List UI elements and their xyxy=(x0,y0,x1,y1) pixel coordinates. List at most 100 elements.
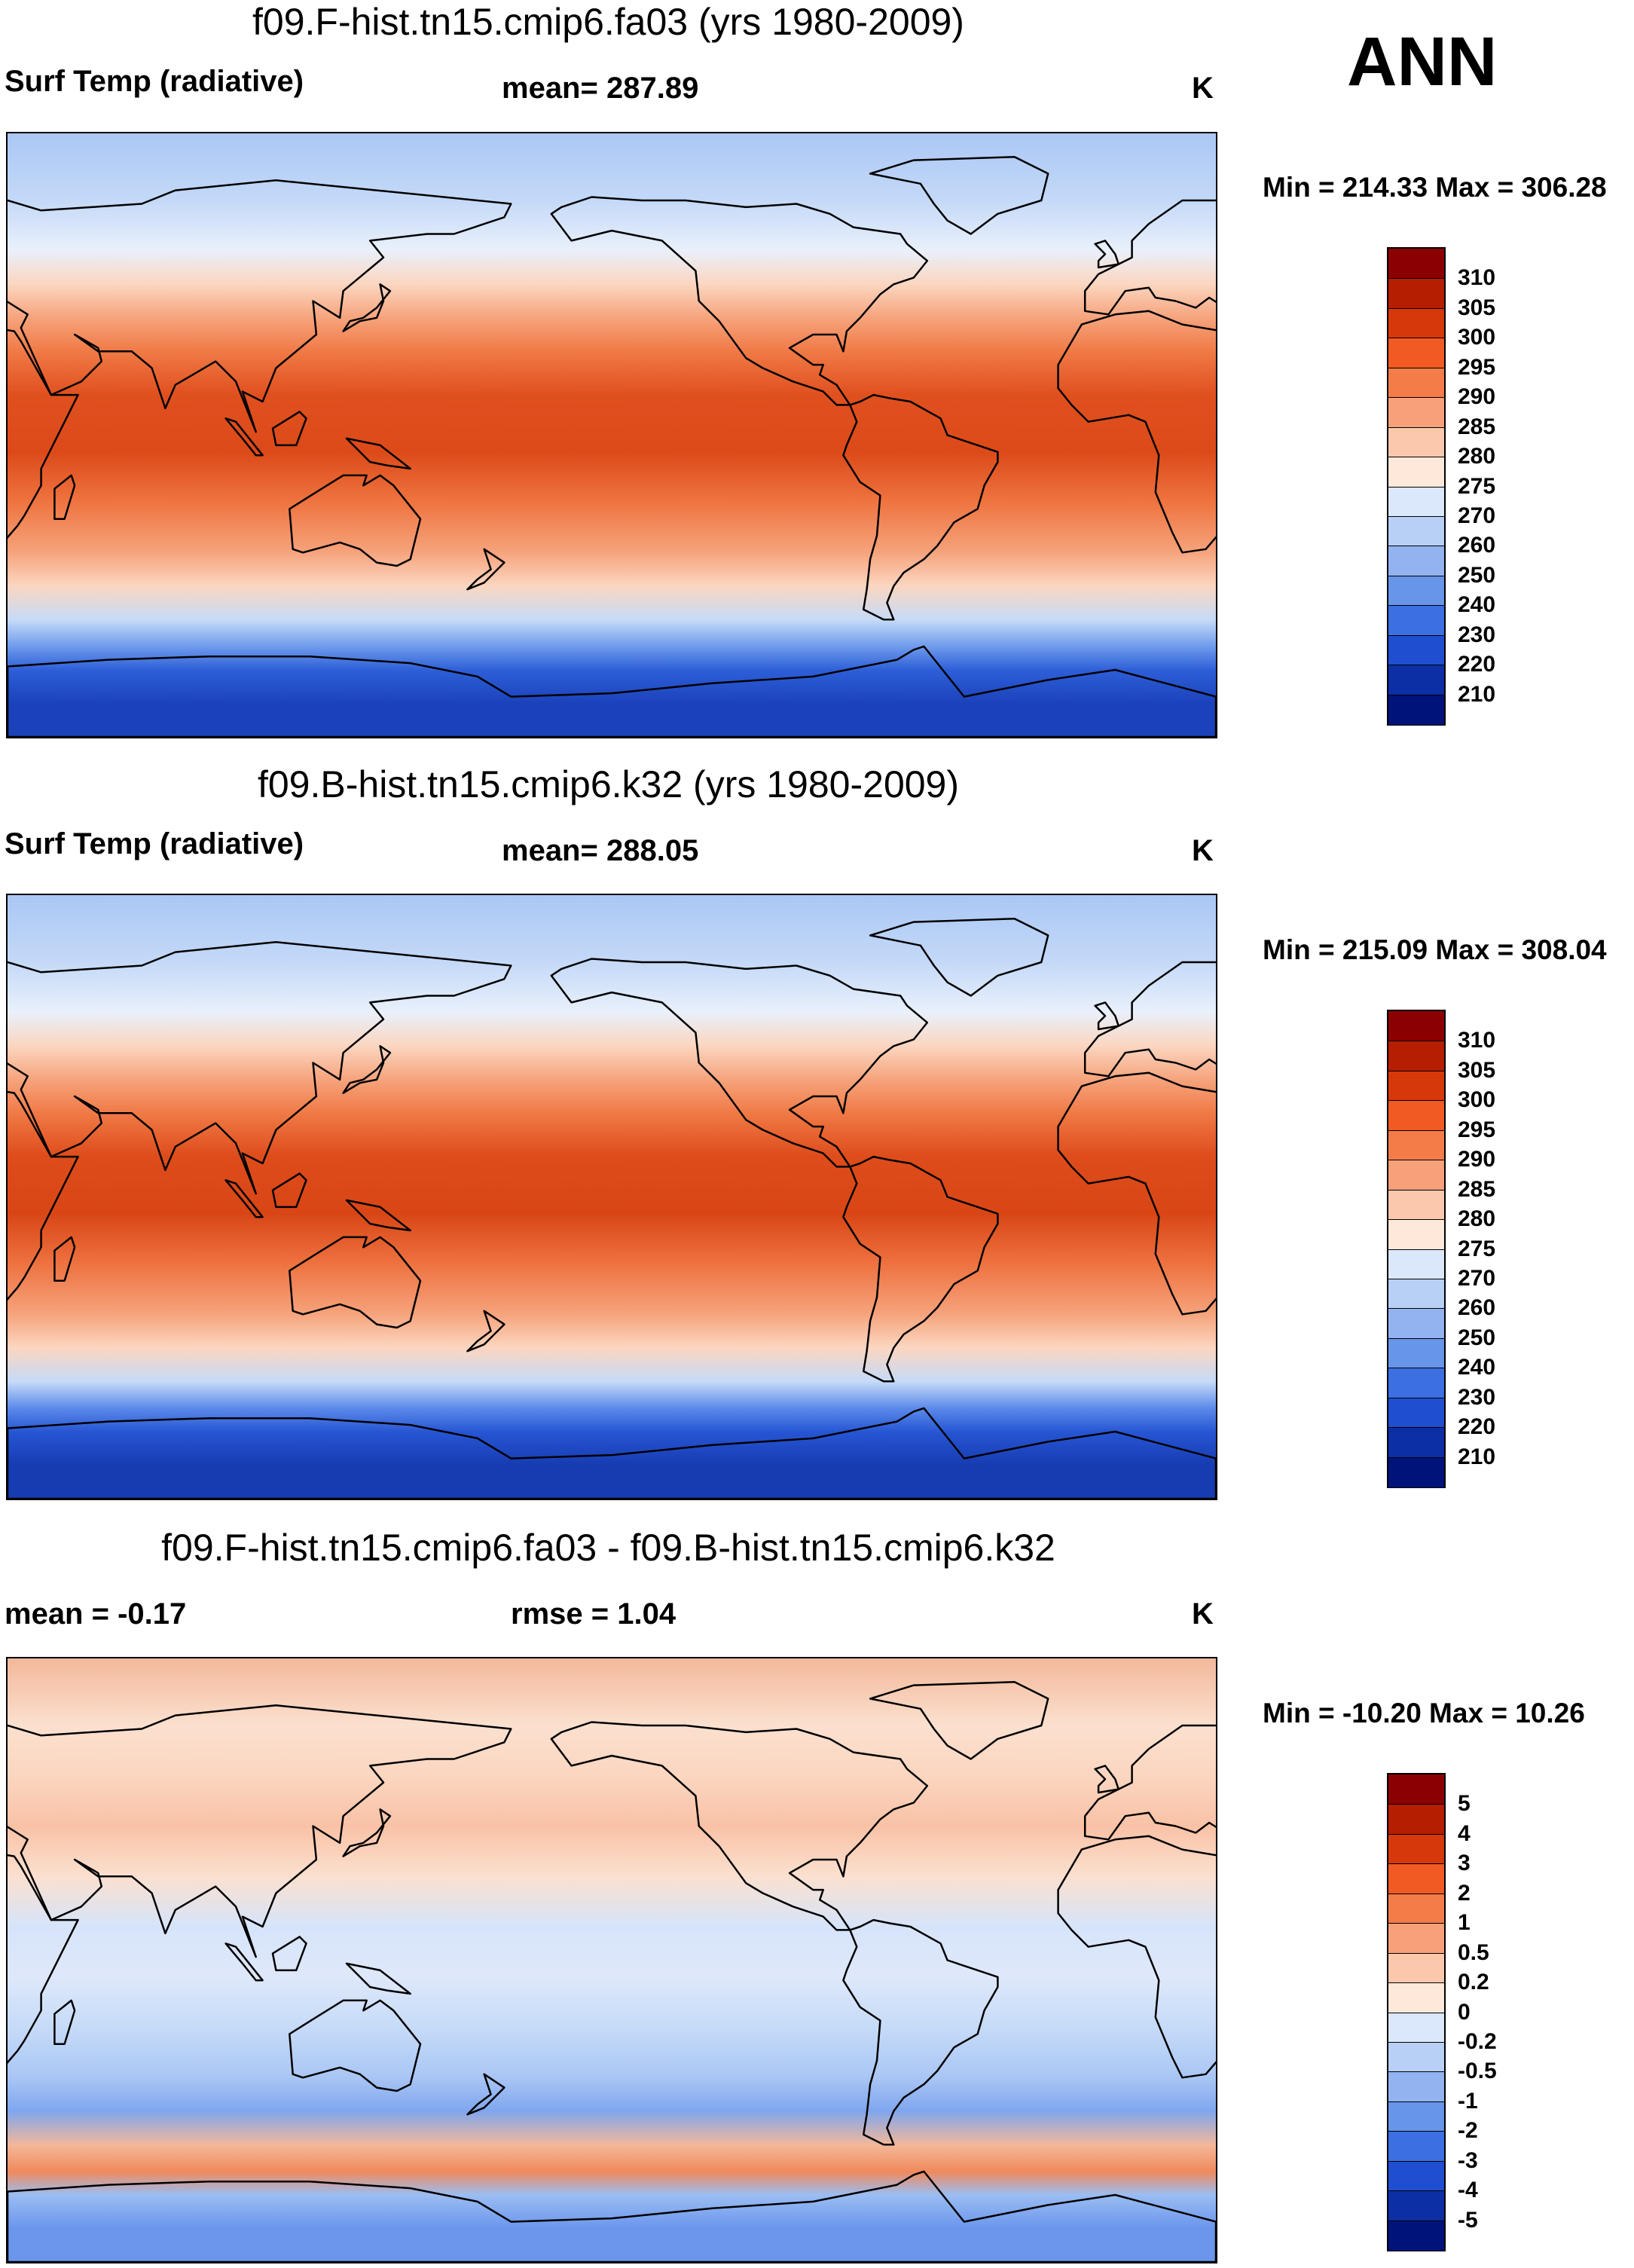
colorbar-cell xyxy=(1388,457,1444,487)
colorbar-cell xyxy=(1388,2190,1444,2221)
australia-outline xyxy=(289,474,422,567)
colorbar-cell xyxy=(1388,1456,1444,1487)
madagascar-outline xyxy=(53,1999,76,2045)
antarctica-outline xyxy=(8,645,1216,737)
colorbar-tick-label: 285 xyxy=(1458,414,1496,439)
colorbar-cell xyxy=(1388,1833,1444,1864)
colorbar-tick-label: 300 xyxy=(1458,325,1496,350)
colorbar-tick-label: 285 xyxy=(1458,1176,1496,1202)
colorbar-cell xyxy=(1388,1041,1444,1071)
colorbar-cell xyxy=(1388,1893,1444,1924)
panel-2-units-label: K xyxy=(1192,834,1214,867)
madagascar-outline xyxy=(53,1236,76,1282)
panel-2-map-svg xyxy=(8,895,1216,1499)
colorbar-tick-label: 295 xyxy=(1458,1117,1496,1142)
antarctica-outline xyxy=(8,2170,1216,2262)
panel-3-minmax: Min = -10.20 Max = 10.26 xyxy=(1263,1698,1585,1729)
colorbar-cell xyxy=(1388,2131,1444,2162)
colorbar-cell xyxy=(1388,2220,1444,2251)
panel-2-mean-label: mean= 288.05 xyxy=(502,834,699,867)
colorbar-cell xyxy=(1388,307,1444,338)
colorbar-tick-label: 305 xyxy=(1458,295,1496,320)
colorbar-cell xyxy=(1388,1070,1444,1101)
colorbar-tick-label: 260 xyxy=(1458,1295,1496,1321)
panel-2-minmax: Min = 215.09 Max = 308.04 xyxy=(1263,934,1607,965)
colorbar-tick-label: 275 xyxy=(1458,473,1496,499)
panel-1-map-svg xyxy=(8,133,1216,737)
greenland-outline xyxy=(869,1680,1049,1760)
colorbar-cell xyxy=(1388,2041,1444,2072)
panel-3-units-label: K xyxy=(1192,1597,1214,1631)
map-field xyxy=(8,1658,1216,2262)
colorbar-cell xyxy=(1388,1337,1444,1368)
colorbar-cell xyxy=(1388,1308,1444,1339)
colorbar-tick-label: -0.2 xyxy=(1458,2028,1497,2054)
colorbar-tick-label: -5 xyxy=(1458,2207,1478,2233)
newzealand-outline xyxy=(466,548,505,591)
colorbar-cell xyxy=(1388,515,1444,546)
australia-outline xyxy=(289,1236,422,1329)
map-field xyxy=(8,133,1216,737)
panel-2-title: f09.B-hist.tn15.cmip6.k32 (yrs 1980-2009… xyxy=(257,763,960,805)
sumatra-outline xyxy=(224,417,264,457)
eurasia-outline xyxy=(1083,199,1216,316)
colorbar-tick-label: 260 xyxy=(1458,533,1496,558)
colorbar-tick-label: 3 xyxy=(1458,1851,1471,1876)
colorbar-cell xyxy=(1388,1923,1444,1954)
colorbar-tick-label: 210 xyxy=(1458,681,1496,707)
samerica-outline xyxy=(842,1918,999,2146)
colorbar-tick-label: 0 xyxy=(1458,1999,1471,2025)
colorbar-cell xyxy=(1388,1160,1444,1191)
africa-outline xyxy=(8,329,79,539)
antarctica-outline xyxy=(8,1407,1216,1499)
colorbar-tick-label: 230 xyxy=(1458,622,1496,647)
panel-1-title: f09.F-hist.tn15.cmip6.fa03 (yrs 1980-200… xyxy=(252,1,964,43)
colorbar-cell xyxy=(1388,1982,1444,2013)
colorbar-tick-label: 0.5 xyxy=(1458,1939,1489,1965)
map-field xyxy=(8,895,1216,1499)
colorbar-cell xyxy=(1388,1397,1444,1428)
colorbar-tick-label: 2 xyxy=(1458,1880,1471,1906)
colorbar-cell xyxy=(1388,278,1444,309)
colorbar-cell xyxy=(1388,2160,1444,2191)
namerica-outline xyxy=(550,1721,929,1931)
colorbar-cell xyxy=(1388,634,1444,665)
panel-1-mean-label: mean= 287.89 xyxy=(502,72,699,105)
colorbar-cell xyxy=(1388,2101,1444,2132)
colorbar-tick-label: 220 xyxy=(1458,652,1496,677)
colorbar-cell xyxy=(1388,1189,1444,1220)
colorbar-cell xyxy=(1388,2071,1444,2102)
colorbar-tick-label: 250 xyxy=(1458,562,1496,588)
madagascar-outline xyxy=(53,474,76,520)
japan-outline xyxy=(342,1045,392,1094)
colorbar-cell xyxy=(1388,665,1444,695)
colorbar-tick-label: 300 xyxy=(1458,1087,1496,1113)
borneo-outline xyxy=(271,411,307,447)
colorbar-tick-label: 250 xyxy=(1458,1325,1496,1350)
panel-3-map xyxy=(6,1657,1217,2263)
namerica-outline xyxy=(550,196,929,406)
panel-2-variable-label: Surf Temp (radiative) xyxy=(5,827,304,860)
panel-3-title: f09.F-hist.tn15.cmip6.fa03 - f09.B-hist.… xyxy=(161,1527,1055,1569)
colorbar-tick-label: 0.2 xyxy=(1458,1970,1489,1995)
colorbar-cell xyxy=(1388,575,1444,606)
colorbar-tick-label: 270 xyxy=(1458,503,1496,528)
colorbar-tick-label: 240 xyxy=(1458,592,1496,618)
colorbar-tick-label: -4 xyxy=(1458,2178,1478,2203)
africa-outline xyxy=(8,1854,79,2065)
colorbar-cell xyxy=(1388,1427,1444,1458)
colorbar-cell xyxy=(1388,426,1444,457)
namerica-outline xyxy=(550,958,929,1168)
eurasia-outline xyxy=(1083,961,1216,1077)
colorbar-cell xyxy=(1388,1219,1444,1249)
panel-2-colorbar: 310 305 300 295 290 285 280 275 270 260 250 240 230 2… xyxy=(1387,1010,1495,1488)
sumatra-outline xyxy=(224,1942,264,1982)
panel-3-map-svg xyxy=(8,1658,1216,2262)
panel-2-map xyxy=(6,894,1217,1500)
colorbar-cell xyxy=(1388,2012,1444,2043)
greenland-outline xyxy=(869,155,1049,235)
colorbar-tick-label: 310 xyxy=(1458,265,1496,291)
britain-outline xyxy=(1094,1001,1120,1031)
panel-1-units-label: K xyxy=(1192,72,1214,105)
japan-outline xyxy=(342,1808,392,1857)
